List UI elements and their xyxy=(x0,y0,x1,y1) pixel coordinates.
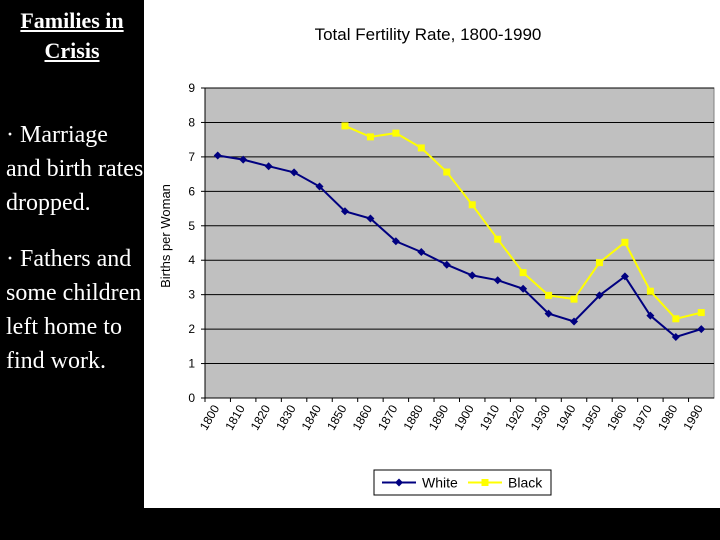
chart-title: Total Fertility Rate, 1800-1990 xyxy=(315,25,542,44)
point-black-1890 xyxy=(443,168,451,176)
y-tick-label-4: 4 xyxy=(188,253,195,267)
x-tick-label-1820: 1820 xyxy=(248,402,274,432)
y-tick-label-1: 1 xyxy=(188,357,195,371)
x-tick-label-1950: 1950 xyxy=(579,402,605,432)
fertility-chart: Total Fertility Rate, 1800-1990 Births p… xyxy=(158,25,715,496)
x-tick-label-1960: 1960 xyxy=(604,402,630,432)
y-tick-label-2: 2 xyxy=(188,322,195,336)
point-white-1910 xyxy=(493,276,502,285)
point-white-1940 xyxy=(570,317,579,326)
point-white-1800 xyxy=(213,151,222,160)
x-tick-label-1930: 1930 xyxy=(528,402,554,432)
point-white-1950 xyxy=(595,291,604,300)
point-black-1910 xyxy=(494,235,502,243)
point-black-1950 xyxy=(595,259,603,267)
point-black-1850 xyxy=(341,122,349,130)
point-white-1880 xyxy=(417,247,426,256)
plot-area xyxy=(204,87,715,399)
series-line-white xyxy=(217,154,702,339)
slide-title-line-1: Families in xyxy=(20,8,124,33)
legend-marker-white xyxy=(395,478,403,487)
point-black-1860 xyxy=(366,133,374,141)
point-white-1890 xyxy=(442,260,451,269)
slide-title: Families in Crisis xyxy=(4,6,140,66)
point-white-1990 xyxy=(697,325,706,334)
point-black-1880 xyxy=(417,144,425,152)
x-tick-label-1970: 1970 xyxy=(629,402,655,432)
x-tick-label-1860: 1860 xyxy=(350,402,376,432)
point-white-1970 xyxy=(646,311,655,320)
point-white-1820 xyxy=(264,162,273,171)
point-white-1930 xyxy=(544,309,553,318)
x-tick-label-1830: 1830 xyxy=(273,402,299,432)
legend-marker-black xyxy=(481,479,489,486)
bullet-list: · Marriage and birth rates dropped. · Fa… xyxy=(6,118,146,400)
y-tick-label-6: 6 xyxy=(188,184,195,198)
y-tick-label-0: 0 xyxy=(188,391,195,405)
point-black-1900 xyxy=(468,201,476,209)
y-tick-label-5: 5 xyxy=(188,219,195,233)
x-tick-label-1870: 1870 xyxy=(375,402,401,432)
point-white-1840 xyxy=(315,182,324,191)
x-tick-label-1850: 1850 xyxy=(324,402,350,432)
point-white-1850 xyxy=(340,207,349,216)
bullet-marriage-rates: · Marriage and birth rates dropped. xyxy=(6,122,144,216)
x-tick-label-1980: 1980 xyxy=(655,402,681,432)
point-black-1960 xyxy=(621,238,629,246)
bullet-fathers-left-home: · Fathers and some children left home to… xyxy=(6,246,142,374)
legend-label-black: Black xyxy=(508,475,543,491)
point-black-1940 xyxy=(570,295,578,303)
point-black-1870 xyxy=(392,129,400,137)
point-white-1870 xyxy=(391,237,400,246)
x-tick-label-1910: 1910 xyxy=(477,402,503,432)
x-tick-label-1900: 1900 xyxy=(451,402,477,432)
point-white-1860 xyxy=(366,214,375,223)
point-white-1960 xyxy=(620,272,629,281)
x-tick-label-1840: 1840 xyxy=(299,402,325,432)
y-tick-label-9: 9 xyxy=(188,81,195,95)
x-tick-label-1810: 1810 xyxy=(222,402,248,432)
point-white-1810 xyxy=(239,155,248,164)
chart-panel: Total Fertility Rate, 1800-1990 Births p… xyxy=(144,0,720,508)
point-white-1920 xyxy=(519,284,528,293)
point-black-1920 xyxy=(519,269,527,277)
point-white-1830 xyxy=(290,168,299,177)
x-tick-label-1940: 1940 xyxy=(553,402,579,432)
y-tick-label-8: 8 xyxy=(188,115,195,129)
point-black-1970 xyxy=(646,287,654,295)
x-tick-label-1800: 1800 xyxy=(197,402,223,432)
point-white-1900 xyxy=(468,271,477,280)
x-tick-label-1990: 1990 xyxy=(680,402,706,432)
slide-title-line-2: Crisis xyxy=(44,38,100,63)
x-tick-label-1890: 1890 xyxy=(426,402,452,432)
x-tick-label-1880: 1880 xyxy=(400,402,426,432)
y-axis-label: Births per Woman xyxy=(158,184,173,288)
legend-label-white: White xyxy=(422,475,458,491)
point-black-1980 xyxy=(672,315,680,323)
point-white-1980 xyxy=(671,333,680,342)
y-tick-label-7: 7 xyxy=(188,150,195,164)
point-black-1930 xyxy=(545,291,553,299)
point-black-1990 xyxy=(697,309,705,317)
y-tick-label-3: 3 xyxy=(188,288,195,302)
x-tick-label-1920: 1920 xyxy=(502,402,528,432)
